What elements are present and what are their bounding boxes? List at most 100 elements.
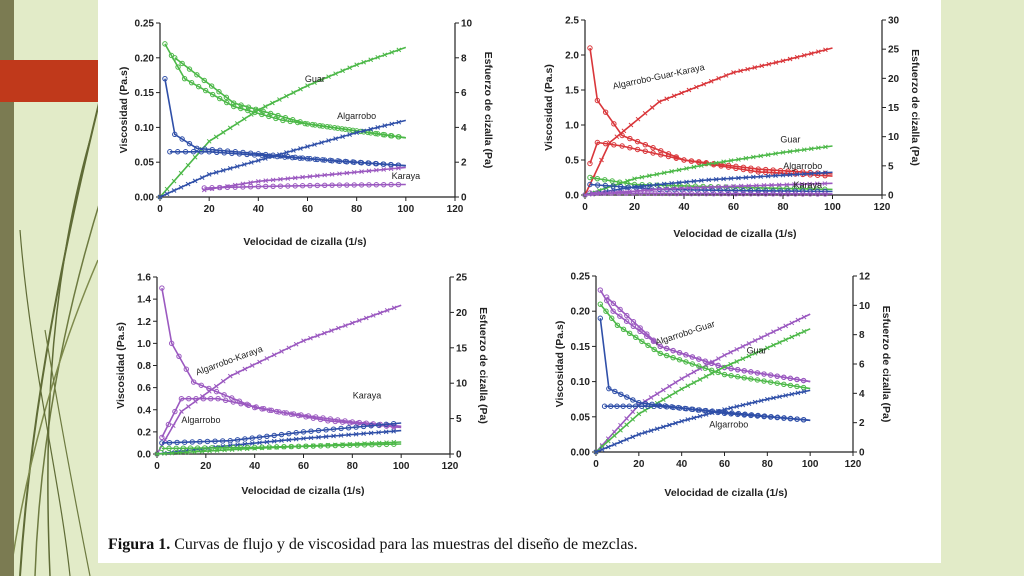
data-point bbox=[241, 162, 247, 167]
data-point bbox=[331, 433, 336, 439]
data-point bbox=[609, 315, 615, 321]
viscosity-return-curve-algarrobo-guar bbox=[606, 296, 811, 383]
data-point bbox=[639, 183, 645, 189]
data-point bbox=[673, 380, 678, 385]
data-point bbox=[372, 130, 379, 137]
data-point bbox=[609, 178, 615, 184]
data-point bbox=[694, 84, 699, 90]
data-point bbox=[349, 320, 355, 326]
data-point bbox=[638, 403, 645, 409]
data-point bbox=[368, 126, 374, 132]
data-point bbox=[630, 397, 636, 403]
x-tick-label: 120 bbox=[845, 459, 862, 470]
data-point bbox=[748, 376, 754, 382]
data-point bbox=[286, 345, 292, 351]
data-point bbox=[354, 442, 360, 448]
data-point bbox=[651, 346, 657, 353]
data-point bbox=[794, 171, 800, 177]
data-point bbox=[245, 107, 251, 114]
data-point bbox=[597, 287, 603, 293]
data-point bbox=[721, 159, 726, 165]
data-point bbox=[794, 54, 800, 60]
data-point bbox=[734, 359, 740, 364]
data-point bbox=[703, 362, 709, 368]
data-point bbox=[679, 185, 684, 191]
series-label: Algarrobo bbox=[783, 161, 822, 171]
data-point bbox=[747, 187, 754, 194]
data-point bbox=[713, 177, 719, 182]
data-point bbox=[259, 111, 265, 118]
data-point bbox=[194, 145, 200, 151]
data-point bbox=[698, 163, 704, 168]
data-point bbox=[816, 49, 821, 55]
data-point bbox=[787, 172, 793, 178]
data-point bbox=[276, 409, 282, 415]
data-point bbox=[388, 181, 394, 188]
data-point bbox=[676, 167, 682, 173]
data-point bbox=[664, 404, 670, 410]
data-point bbox=[316, 434, 321, 440]
data-point bbox=[582, 192, 588, 198]
data-point bbox=[270, 154, 275, 159]
data-point bbox=[654, 182, 660, 188]
data-point bbox=[808, 146, 814, 152]
data-point bbox=[661, 170, 667, 176]
data-point bbox=[701, 185, 707, 190]
data-point bbox=[154, 451, 160, 457]
data-point bbox=[691, 164, 697, 170]
data-point bbox=[184, 449, 190, 455]
data-point bbox=[300, 174, 305, 180]
chart-4-svg: 0 20 40 60 80 100 120 0.00 0.05 0.10 0.15 0.20 0.25 0… bbox=[554, 272, 892, 500]
data-point bbox=[781, 374, 787, 380]
data-point bbox=[642, 187, 647, 193]
data-point bbox=[761, 182, 767, 188]
data-point bbox=[227, 166, 233, 171]
data-point bbox=[229, 150, 235, 157]
y-tick-label: 0.8 bbox=[137, 361, 151, 372]
data-point bbox=[361, 59, 367, 65]
caption-label: Figura 1. bbox=[108, 536, 171, 553]
data-point bbox=[611, 121, 617, 127]
data-point bbox=[701, 81, 707, 87]
data-point bbox=[323, 434, 329, 439]
data-point bbox=[245, 104, 252, 110]
viscosity-curve-algarrobo bbox=[589, 183, 833, 193]
data-point bbox=[249, 363, 255, 368]
data-point bbox=[716, 184, 722, 190]
data-point bbox=[716, 356, 721, 361]
x-tick-label: 100 bbox=[397, 204, 414, 215]
data-point bbox=[618, 391, 624, 397]
data-point bbox=[650, 337, 657, 343]
data-point bbox=[602, 177, 608, 183]
data-point bbox=[785, 191, 791, 197]
data-point bbox=[625, 185, 630, 191]
data-point bbox=[612, 190, 618, 196]
data-point bbox=[755, 166, 761, 172]
data-point bbox=[238, 102, 244, 108]
data-point bbox=[253, 404, 259, 410]
x-tick-label: 0 bbox=[154, 461, 160, 472]
viscosity-return-curve-algarrobo-karaya bbox=[161, 397, 402, 438]
data-point bbox=[758, 335, 764, 340]
data-point bbox=[627, 145, 633, 151]
data-point bbox=[696, 190, 702, 197]
data-point bbox=[673, 390, 678, 395]
data-point bbox=[801, 52, 807, 58]
data-point bbox=[777, 326, 782, 332]
data-point bbox=[593, 449, 599, 455]
data-point bbox=[679, 376, 685, 382]
data-point bbox=[808, 171, 814, 176]
data-point bbox=[293, 436, 299, 442]
data-point bbox=[639, 174, 645, 180]
data-point bbox=[696, 363, 702, 369]
data-point bbox=[691, 380, 697, 386]
data-point bbox=[748, 165, 754, 171]
data-point bbox=[783, 393, 789, 398]
data-point bbox=[277, 152, 282, 157]
data-point bbox=[310, 443, 316, 449]
data-point bbox=[823, 170, 828, 176]
data-point bbox=[342, 418, 348, 424]
data-point bbox=[266, 445, 272, 451]
data-point bbox=[728, 361, 733, 367]
data-point bbox=[627, 189, 632, 194]
